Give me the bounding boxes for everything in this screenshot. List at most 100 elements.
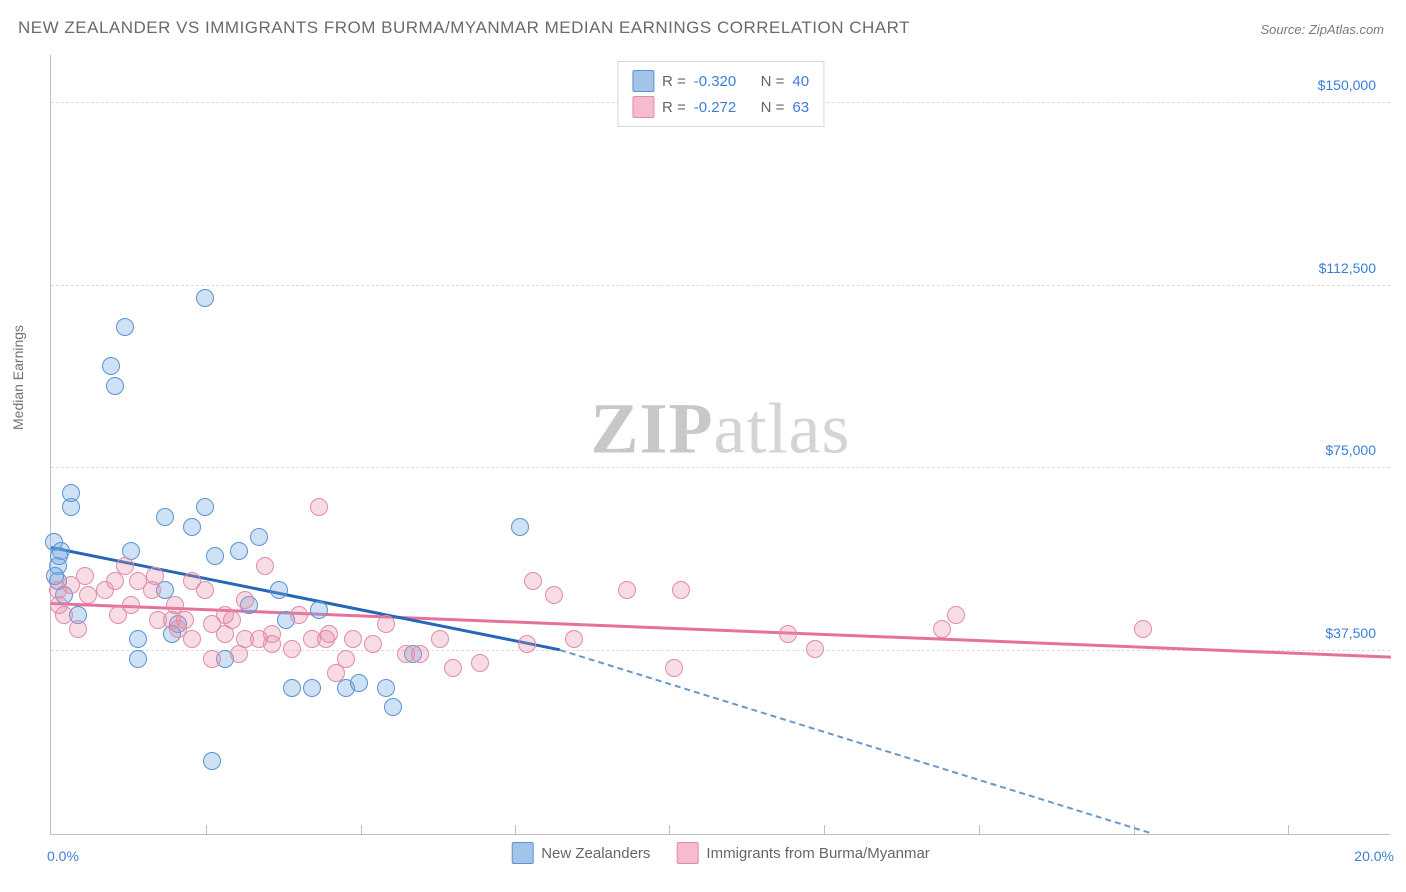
data-point — [236, 591, 254, 609]
plot-area: ZIPatlas R = -0.320 N = 40 R = -0.272 N … — [50, 55, 1390, 835]
chart-container: NEW ZEALANDER VS IMMIGRANTS FROM BURMA/M… — [0, 0, 1406, 892]
trend-line — [560, 649, 1150, 834]
legend-stats-row-1: R = -0.272 N = 63 — [632, 94, 809, 120]
data-point — [69, 620, 87, 638]
data-point — [947, 606, 965, 624]
data-point — [524, 572, 542, 590]
swatch-blue — [511, 842, 533, 864]
watermark-bold: ZIP — [591, 388, 714, 468]
data-point — [176, 611, 194, 629]
ytick-label: $75,000 — [1323, 441, 1378, 459]
xtick-mark — [669, 825, 670, 835]
watermark: ZIPatlas — [591, 387, 851, 470]
ytick-label: $37,500 — [1323, 624, 1378, 642]
data-point — [203, 752, 221, 770]
data-point — [471, 654, 489, 672]
data-point — [350, 674, 368, 692]
data-point — [122, 596, 140, 614]
data-point — [377, 615, 395, 633]
y-axis-label: Median Earnings — [10, 325, 26, 430]
xtick-mark — [515, 825, 516, 835]
gridline-h — [51, 285, 1390, 286]
data-point — [444, 659, 462, 677]
data-point — [116, 557, 134, 575]
xlim-max: 20.0% — [1354, 848, 1394, 864]
data-point — [116, 318, 134, 336]
data-point — [320, 625, 338, 643]
data-point — [129, 630, 147, 648]
n-label: N = — [761, 99, 785, 116]
data-point — [377, 679, 395, 697]
data-point — [303, 679, 321, 697]
swatch-pink — [632, 96, 654, 118]
data-point — [230, 542, 248, 560]
data-point — [146, 567, 164, 585]
data-point — [431, 630, 449, 648]
data-point — [511, 518, 529, 536]
data-point — [106, 377, 124, 395]
data-point — [196, 581, 214, 599]
data-point — [79, 586, 97, 604]
data-point — [364, 635, 382, 653]
data-point — [102, 357, 120, 375]
data-point — [50, 547, 68, 565]
legend-item-1: Immigrants from Burma/Myanmar — [676, 842, 929, 864]
xtick-mark — [361, 825, 362, 835]
n-label: N = — [761, 73, 785, 90]
legend-label-0: New Zealanders — [541, 845, 650, 862]
data-point — [565, 630, 583, 648]
legend-item-0: New Zealanders — [511, 842, 650, 864]
data-point — [129, 650, 147, 668]
xtick-mark — [979, 825, 980, 835]
data-point — [310, 601, 328, 619]
data-point — [933, 620, 951, 638]
r-value-1: -0.272 — [694, 99, 737, 116]
data-point — [55, 606, 73, 624]
data-point — [672, 581, 690, 599]
ytick-label: $150,000 — [1316, 76, 1378, 94]
n-value-1: 63 — [792, 99, 809, 116]
data-point — [1134, 620, 1152, 638]
data-point — [183, 518, 201, 536]
data-point — [779, 625, 797, 643]
data-point — [206, 547, 224, 565]
data-point — [411, 645, 429, 663]
data-point — [203, 650, 221, 668]
swatch-pink — [676, 842, 698, 864]
n-value-0: 40 — [792, 73, 809, 90]
data-point — [545, 586, 563, 604]
data-point — [665, 659, 683, 677]
data-point — [518, 635, 536, 653]
legend-label-1: Immigrants from Burma/Myanmar — [706, 845, 929, 862]
data-point — [344, 630, 362, 648]
xtick-mark — [1288, 825, 1289, 835]
swatch-blue — [632, 70, 654, 92]
data-point — [196, 498, 214, 516]
legend-stats: R = -0.320 N = 40 R = -0.272 N = 63 — [617, 61, 824, 127]
data-point — [283, 679, 301, 697]
data-point — [806, 640, 824, 658]
chart-source: Source: ZipAtlas.com — [1260, 22, 1384, 37]
data-point — [337, 650, 355, 668]
gridline-h — [51, 467, 1390, 468]
data-point — [310, 498, 328, 516]
data-point — [183, 630, 201, 648]
data-point — [196, 289, 214, 307]
r-label: R = — [662, 73, 686, 90]
data-point — [618, 581, 636, 599]
watermark-light: atlas — [714, 388, 851, 468]
xtick-mark — [206, 825, 207, 835]
chart-title: NEW ZEALANDER VS IMMIGRANTS FROM BURMA/M… — [18, 18, 910, 38]
data-point — [62, 484, 80, 502]
data-point — [270, 581, 288, 599]
data-point — [290, 606, 308, 624]
data-point — [263, 635, 281, 653]
data-point — [256, 557, 274, 575]
xtick-mark — [824, 825, 825, 835]
r-value-0: -0.320 — [694, 73, 737, 90]
data-point — [223, 611, 241, 629]
xlim-min: 0.0% — [47, 848, 79, 864]
data-point — [76, 567, 94, 585]
data-point — [156, 508, 174, 526]
data-point — [384, 698, 402, 716]
